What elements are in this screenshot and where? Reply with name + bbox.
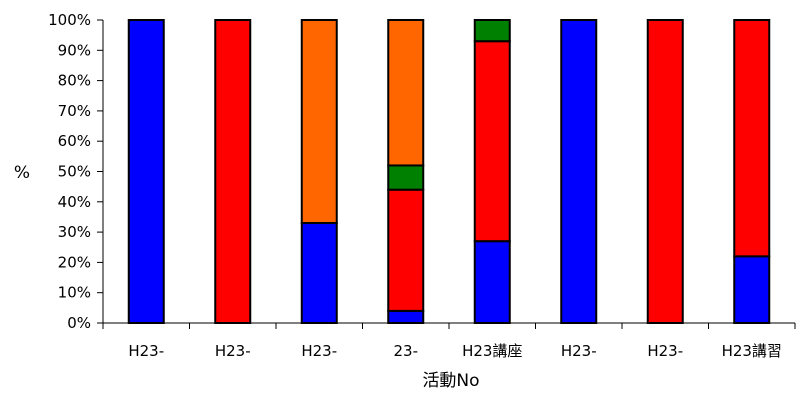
- bar-segment: [733, 19, 771, 258]
- y-axis-ticks: 0% 10% 20% 30% 40% 50% 60% 70% 80% 90% 100%: [48, 11, 103, 332]
- x-tick-label: H23-: [128, 342, 164, 360]
- y-tick-label: 10%: [58, 284, 91, 302]
- bar-segment: [733, 255, 771, 324]
- bar-segment: [214, 19, 252, 324]
- y-axis-title: %: [14, 163, 30, 183]
- bar-segment: [560, 19, 598, 324]
- bar-segment: [473, 19, 511, 43]
- bar-segment: [646, 19, 684, 324]
- bar-segment: [387, 309, 425, 325]
- x-tick-label: 23-: [394, 342, 419, 360]
- bar-segment: [473, 240, 511, 324]
- bar-segment: [300, 19, 338, 225]
- bar-segment: [387, 164, 425, 191]
- y-tick-label: 50%: [58, 163, 91, 181]
- axes: [102, 20, 796, 329]
- y-tick-label: 40%: [58, 193, 91, 211]
- x-tick-label: H23-: [301, 342, 337, 360]
- x-tick-label: H23講習: [722, 342, 782, 360]
- bars: [127, 19, 771, 325]
- x-axis-ticks: H23- H23- H23- 23- H23講座 H23- H23- H23講習: [128, 342, 782, 360]
- y-tick-label: 20%: [58, 253, 91, 271]
- bar-segment: [300, 222, 338, 324]
- y-tick-label: 100%: [48, 11, 91, 29]
- y-tick-label: 0%: [67, 314, 91, 332]
- bar-segment: [127, 19, 165, 324]
- x-tick-label: H23-: [647, 342, 683, 360]
- x-axis-title: 活動No: [422, 371, 479, 391]
- y-tick-label: 80%: [58, 72, 91, 90]
- bar-segment: [473, 40, 511, 243]
- y-tick-label: 30%: [58, 223, 91, 241]
- y-tick-label: 90%: [58, 41, 91, 59]
- y-tick-label: 70%: [58, 102, 91, 120]
- x-tick-label: H23講座: [462, 342, 522, 360]
- bar-segment: [387, 19, 425, 167]
- x-tick-label: H23-: [215, 342, 251, 360]
- bar-segment: [387, 188, 425, 312]
- x-tick-label: H23-: [561, 342, 597, 360]
- y-tick-label: 60%: [58, 132, 91, 150]
